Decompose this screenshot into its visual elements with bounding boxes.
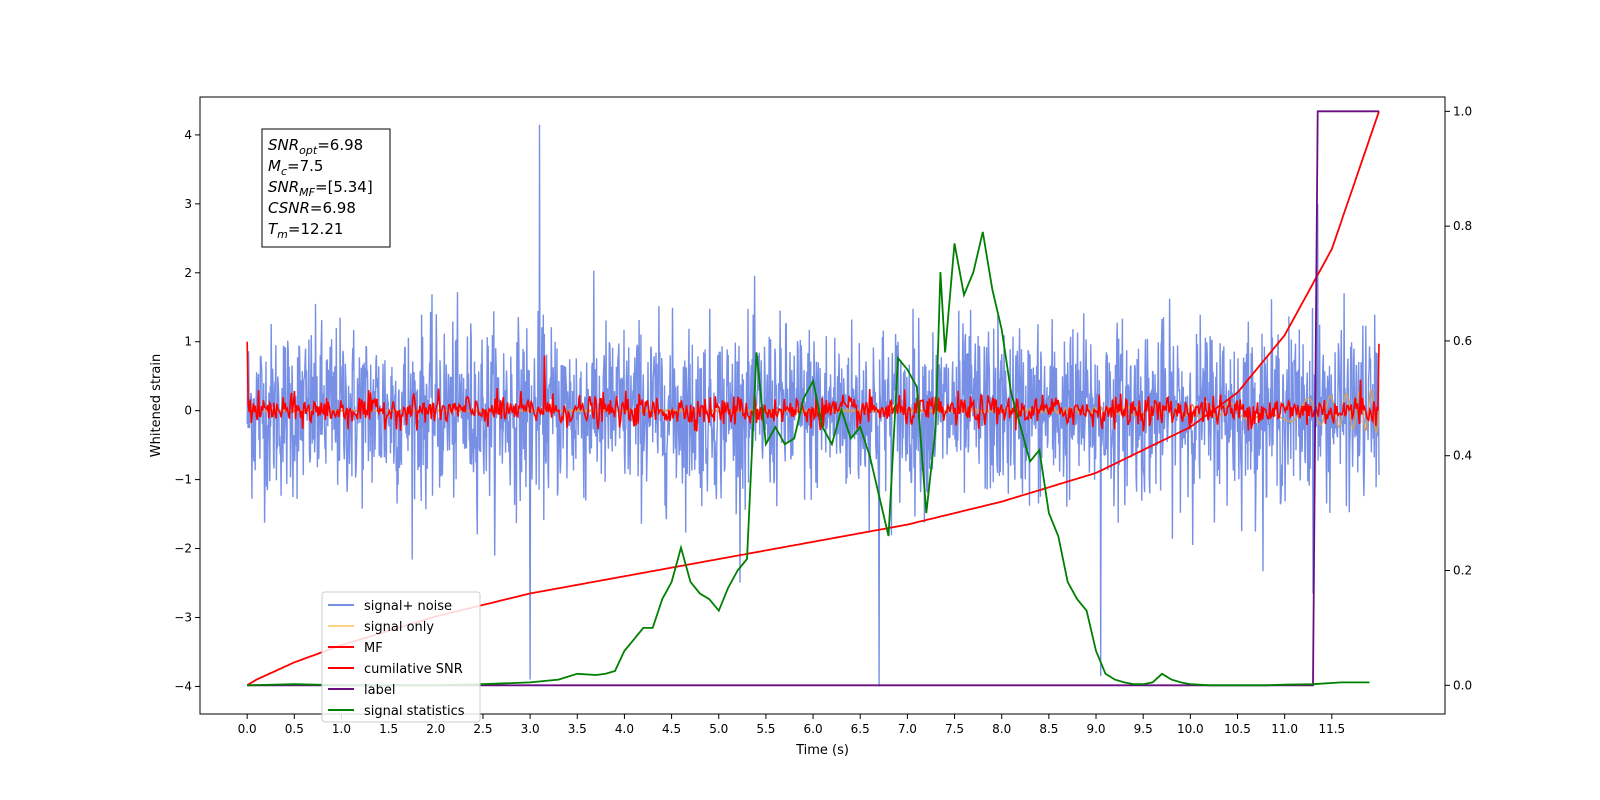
annotation-frame xyxy=(261,128,391,248)
y-right-tick-label: 0.8 xyxy=(1453,219,1472,233)
annotation-line: SNRopt=6.98 xyxy=(268,136,363,157)
annotation-value: =[5.34] xyxy=(315,178,373,196)
annotation-value: =7.5 xyxy=(287,157,323,175)
annotation-value: =6.98 xyxy=(310,199,356,217)
x-tick-label: 11.0 xyxy=(1271,722,1298,736)
annotation-symbol: CSNR xyxy=(268,199,310,217)
x-tick-label: 0.5 xyxy=(285,722,304,736)
legend: signal+ noise signal only MF cumilative SNR… xyxy=(321,591,481,723)
x-tick-label: 8.5 xyxy=(1039,722,1058,736)
x-tick-label: 5.5 xyxy=(756,722,775,736)
annotation-value: =6.98 xyxy=(317,136,363,154)
x-tick-label: 4.0 xyxy=(615,722,634,736)
x-tick-label: 4.5 xyxy=(662,722,681,736)
x-tick-label: 1.0 xyxy=(332,722,351,736)
x-tick-label: 9.0 xyxy=(1086,722,1105,736)
legend-frame xyxy=(321,591,481,723)
x-tick-label: 11.5 xyxy=(1318,722,1345,736)
y-left-tick-label: −2 xyxy=(174,542,192,556)
y-left-tick-label: −3 xyxy=(174,610,192,624)
y-right-tick-label: 0.2 xyxy=(1453,564,1472,578)
y-left-tick-label: 2 xyxy=(184,266,192,280)
metrics-annotation-box: SNRopt=6.98Mc=7.5SNRMF=[5.34]CSNR=6.98Tm… xyxy=(261,128,391,248)
annotation-line: Mc=7.5 xyxy=(268,157,323,178)
y-left-tick-label: −1 xyxy=(174,473,192,487)
axes-frame xyxy=(199,96,1446,715)
annotation-line: SNRMF=[5.34] xyxy=(268,178,373,199)
y-right-tick-label: 1.0 xyxy=(1453,104,1472,118)
x-tick-label: 7.5 xyxy=(945,722,964,736)
x-tick-label: 8.0 xyxy=(992,722,1011,736)
y-left-tick-label: 3 xyxy=(184,197,192,211)
legend-label: signal statistics xyxy=(364,704,465,719)
y-left-tick-label: 1 xyxy=(184,335,192,349)
axes-layer: 0.0 0.5 1.0 1.5 2.0 2.5 3.0 3.5 4.0 4.5 5.0 5.5 6.0 6… xyxy=(149,96,1472,758)
x-tick-label: 2.5 xyxy=(473,722,492,736)
annotation-symbol: SNR xyxy=(268,136,299,154)
x-tick-label: 10.5 xyxy=(1224,722,1251,736)
annotation-subscript: opt xyxy=(299,144,318,157)
y-right-tick-label: 0.6 xyxy=(1453,334,1472,348)
x-tick-label: 9.5 xyxy=(1134,722,1153,736)
y-left-tick-label: 4 xyxy=(184,128,192,142)
x-tick-label: 5.0 xyxy=(709,722,728,736)
legend-label: signal+ noise xyxy=(364,599,452,614)
x-tick-label: 3.0 xyxy=(521,722,540,736)
x-tick-label: 2.0 xyxy=(426,722,445,736)
label-series xyxy=(247,110,1379,687)
annotation-symbol: SNR xyxy=(268,178,299,196)
y-right-tick-label: 0.0 xyxy=(1453,678,1472,692)
annotation-symbol: T xyxy=(268,220,279,238)
x-tick-label: 6.5 xyxy=(851,722,870,736)
y-left-tick-label: −4 xyxy=(174,679,192,693)
mf-series xyxy=(246,341,1380,432)
annotation-subscript: MF xyxy=(299,186,315,199)
x-tick-label: 1.5 xyxy=(379,722,398,736)
legend-label: signal only xyxy=(364,620,434,635)
annotation-line: Tm=12.21 xyxy=(268,220,343,241)
legend-label: MF xyxy=(364,641,383,656)
y-right-tick-label: 0.4 xyxy=(1453,449,1472,463)
legend-label: cumilative SNR xyxy=(364,662,463,677)
x-tick-label: 7.0 xyxy=(898,722,917,736)
legend-label: label xyxy=(364,683,395,698)
annotation-subscript: m xyxy=(277,228,288,241)
annotation-line: CSNR=6.98 xyxy=(268,199,356,217)
annotation-symbol: M xyxy=(268,157,281,175)
x-tick-label: 6.0 xyxy=(804,722,823,736)
y-left-tick-label: 0 xyxy=(184,404,192,418)
annotation-subscript: c xyxy=(281,165,287,178)
x-tick-label: 0.0 xyxy=(238,722,257,736)
annotation-value: =12.21 xyxy=(288,220,344,238)
x-tick-label: 10.0 xyxy=(1177,722,1204,736)
x-tick-label: 3.5 xyxy=(568,722,587,736)
y-axis-label: Whitened strain xyxy=(149,354,164,457)
x-axis-label: Time (s) xyxy=(795,743,849,758)
signal-statistics-series xyxy=(247,231,1370,687)
